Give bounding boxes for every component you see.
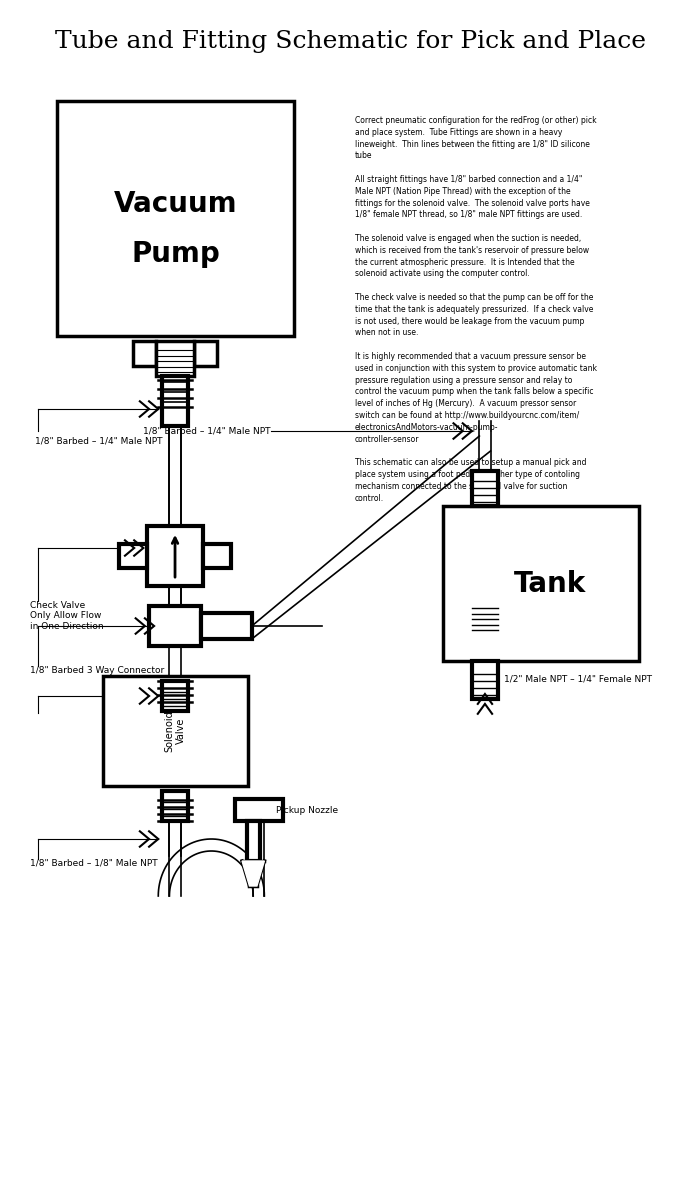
Text: Check Valve
Only Allow Flow
in One Direction: Check Valve Only Allow Flow in One Direc… bbox=[30, 600, 104, 631]
Bar bbox=[149, 607, 201, 646]
Text: Correct pneumatic configuration for the redFrog (or other) pick
and place system: Correct pneumatic configuration for the … bbox=[355, 116, 596, 502]
Text: 1/8" Barbed – 1/4" Male NPT: 1/8" Barbed – 1/4" Male NPT bbox=[144, 426, 271, 436]
Text: 1/8" Barbed – 1/4" Male NPT: 1/8" Barbed – 1/4" Male NPT bbox=[36, 436, 163, 446]
Text: 1/2" Male NPT – 1/4" Female NPT: 1/2" Male NPT – 1/4" Female NPT bbox=[503, 675, 652, 683]
Text: Pickup Nozzle: Pickup Nozzle bbox=[276, 806, 339, 814]
Bar bbox=[162, 681, 188, 711]
Text: Tank: Tank bbox=[514, 569, 586, 598]
Bar bbox=[57, 101, 294, 336]
Bar bbox=[162, 376, 188, 426]
Text: Solenoid
Valve: Solenoid Valve bbox=[164, 710, 186, 752]
Bar bbox=[194, 341, 217, 366]
Text: 1/8" Barbed 3 Way Connector: 1/8" Barbed 3 Way Connector bbox=[30, 667, 164, 675]
Bar bbox=[472, 661, 498, 699]
Bar bbox=[133, 341, 156, 366]
Text: 1/8" Barbed – 1/8" Male NPT: 1/8" Barbed – 1/8" Male NPT bbox=[30, 859, 158, 868]
Bar bbox=[443, 506, 638, 661]
Bar bbox=[201, 613, 252, 639]
Bar bbox=[246, 821, 260, 861]
Bar bbox=[104, 676, 248, 785]
Bar bbox=[203, 544, 231, 568]
Text: Tube and Fitting Schematic for Pick and Place: Tube and Fitting Schematic for Pick and … bbox=[55, 30, 645, 53]
Bar bbox=[156, 341, 194, 376]
Bar bbox=[234, 799, 283, 821]
Text: Pump: Pump bbox=[131, 239, 220, 268]
Bar bbox=[119, 544, 147, 568]
Polygon shape bbox=[242, 861, 265, 886]
Bar bbox=[162, 791, 188, 821]
Bar bbox=[147, 526, 203, 586]
Bar bbox=[472, 471, 498, 506]
Text: Vacuum: Vacuum bbox=[113, 190, 237, 217]
